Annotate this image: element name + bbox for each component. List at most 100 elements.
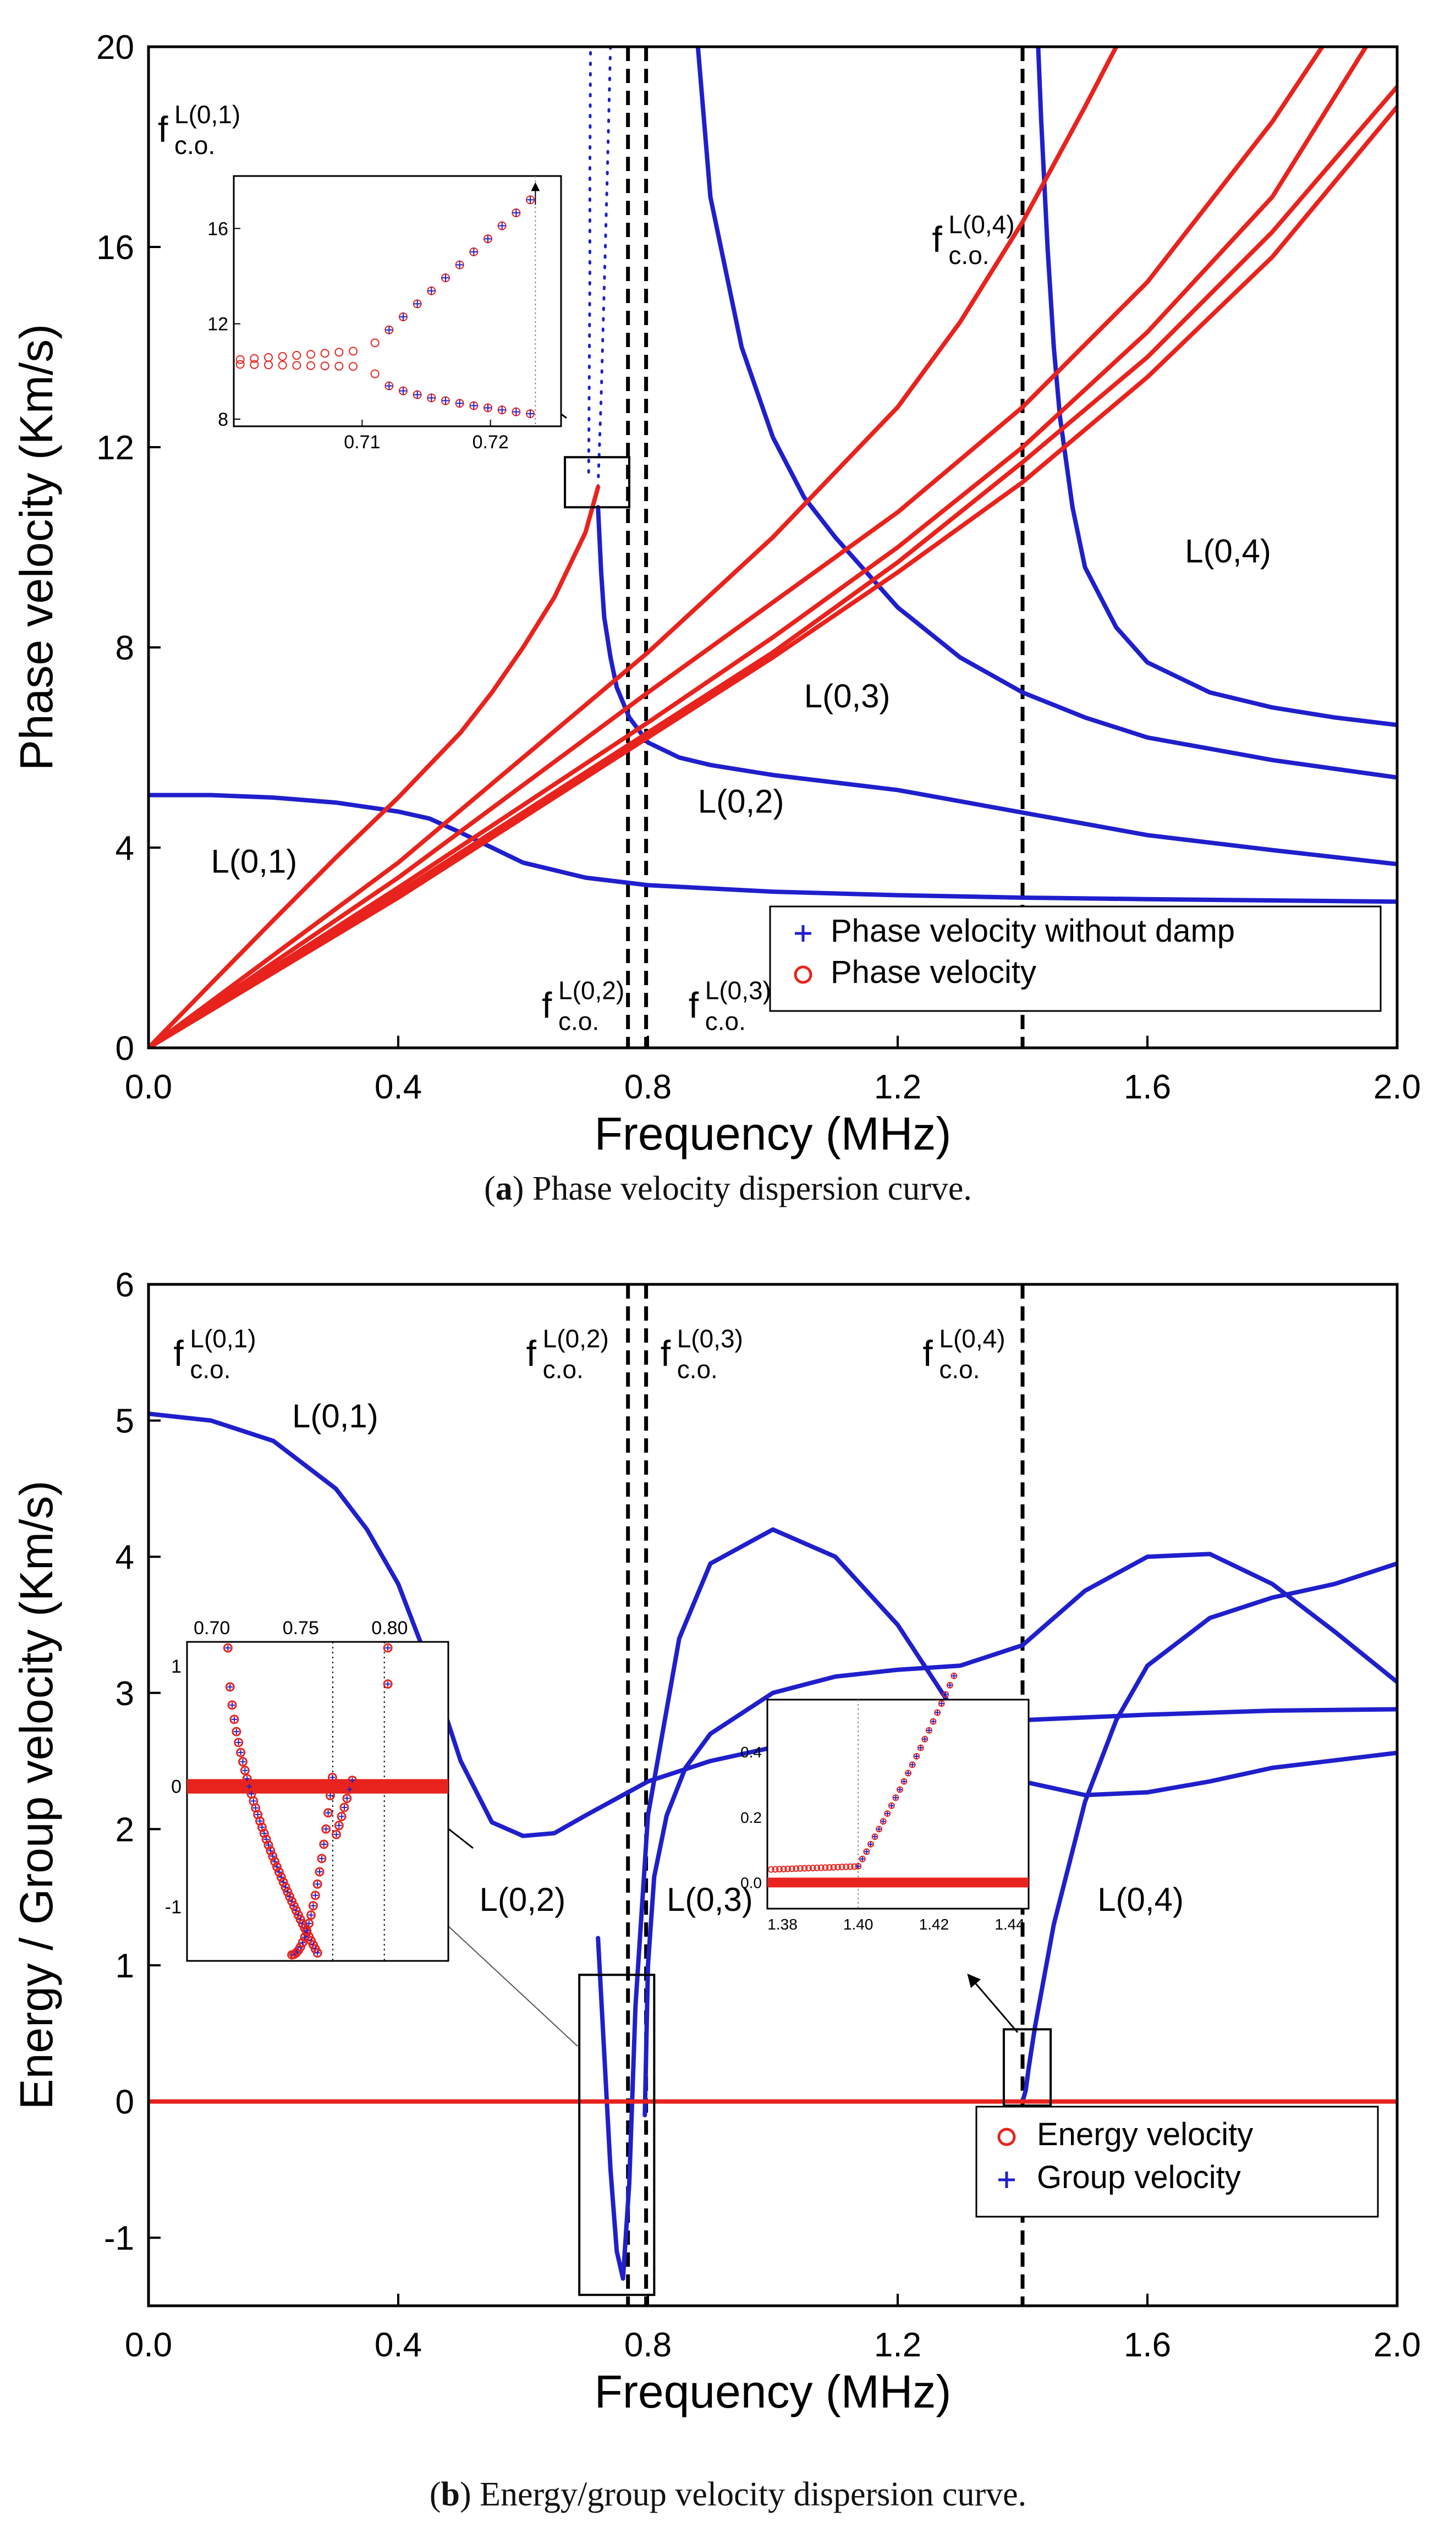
panel-b-inset-2-point-4 xyxy=(784,1865,792,1872)
panel-a-inset-point-4 xyxy=(292,351,301,360)
panel-b-inset-1-point-33 xyxy=(293,1910,303,1920)
panel-b-inset-1-plus-68 xyxy=(347,1787,353,1793)
panel-a-cutoff-label-L02-sup: L(0,2) xyxy=(558,976,624,1004)
panel-b-inset-1-point-45 xyxy=(291,1948,301,1958)
panel-a-series-0 xyxy=(149,793,1397,904)
panel-b-inset-1-plus-55 xyxy=(315,1881,321,1887)
panel-a-inset-point-3 xyxy=(278,351,287,361)
panel-a-cutoff-label-L03-sup: L(0,3) xyxy=(705,976,771,1004)
panel-b-xtick-label-3: 1.2 xyxy=(874,2326,921,2364)
panel-a-series-4 xyxy=(695,47,1397,780)
panel-b-inset-1-point-26 xyxy=(278,1877,288,1887)
panel-b-inset-1-plus-1 xyxy=(227,1684,233,1690)
panel-b-inset-2-point-43 xyxy=(946,1681,953,1689)
panel-b-inset-2-point-10 xyxy=(809,1865,816,1872)
panel-a-xtick-label-2: 0.8 xyxy=(624,1068,672,1106)
panel-b-inset-1-ytick-1: 0 xyxy=(171,1777,182,1798)
panel-a-inset-plus-26 xyxy=(427,287,436,295)
panel-b-inset-1-xtick-0: 0.70 xyxy=(194,1618,230,1639)
panel-b-inset-1-plus-15 xyxy=(257,1818,263,1824)
panel-a-inset-plus-23 xyxy=(399,387,407,395)
panel-b-inset-2-plus-42 xyxy=(939,1701,944,1706)
panel-b-inset-1-plus-69 xyxy=(349,1777,355,1783)
panel-a-ytick-label-3: 12 xyxy=(96,429,134,467)
panel-b-ytick-label-5: 4 xyxy=(116,1538,134,1576)
panel-b-inset-1-point-24 xyxy=(274,1867,284,1877)
panel-a-label-L04: L(0,4) xyxy=(1185,532,1271,569)
panel-b-inset-2-plus-23 xyxy=(860,1856,865,1861)
panel-a-legend-label-1: Phase velocity xyxy=(831,954,1036,990)
panel-b-inset-1-point-31 xyxy=(289,1901,299,1911)
panel-a-inset-plus-33 xyxy=(470,402,478,410)
panel-b-inset-2-point-35 xyxy=(913,1753,920,1760)
panel-b-inset-2-xtick-3: 1.44 xyxy=(995,1916,1025,1933)
panel-b-inset-2-plus-35 xyxy=(910,1762,915,1767)
panel-a-inset-ytick-1: 12 xyxy=(207,314,228,335)
panel-b-inset-1-point-61 xyxy=(325,1791,335,1801)
panel-b-inset-1-point-48 xyxy=(298,1938,307,1948)
panel-a-inset-point-16 xyxy=(334,361,344,371)
panel-b-inset-1-point-32 xyxy=(291,1905,301,1915)
panel-a-cutoff-label-L02-base: f xyxy=(542,985,552,1025)
panel-a-inset-point-13 xyxy=(292,361,301,370)
panel-a-inset-point-11 xyxy=(264,360,273,370)
panel-b-inset-1-plus-6 xyxy=(238,1750,244,1756)
panel-b-inset-1-point-23 xyxy=(272,1862,282,1872)
panel-b-inset-2-point-18 xyxy=(843,1864,850,1871)
panel-a-inset-xtick-1: 0.72 xyxy=(472,432,509,453)
panel-a-label-L03: L(0,3) xyxy=(804,678,891,715)
panel-b-inset-2-point-25 xyxy=(871,1833,878,1840)
panel-b-inset-1-plus-62 xyxy=(329,1774,336,1780)
panel-b-inset-2-point-42 xyxy=(942,1691,949,1698)
panel-b-inset-1-point-51 xyxy=(304,1919,314,1928)
panel-a-legend-marker-1 xyxy=(794,965,812,984)
panel-b-legend-marker-0 xyxy=(997,2128,1016,2146)
panel-b-inset-1-ytick-0: 1 xyxy=(171,1656,182,1677)
caption-a-text: Phase velocity dispersion curve. xyxy=(532,1170,972,1207)
panel-b-cutoff-label-L03-sub: c.o. xyxy=(677,1355,718,1384)
panel-b-inset-2-point-39 xyxy=(930,1718,937,1725)
panel-b-inset-1-point-68 xyxy=(345,1784,355,1794)
panel-a-legend-marker-0 xyxy=(795,925,811,942)
panel-b-inset-2-point-2 xyxy=(776,1866,783,1873)
panel-b-inset-1-point-54 xyxy=(310,1890,320,1900)
panel-b-chart: 0.0 0.4 0.8 1.2 1.6 2.0 -1 0 1 2 3 4 5 6 Frequency (MH… xyxy=(10,1266,1421,2417)
panel-b-inset-1-plus-42 xyxy=(315,1950,321,1956)
panel-a-series-group xyxy=(149,47,1397,1048)
panel-b-inset-1-point-25 xyxy=(276,1872,286,1882)
panel-a-inset-plus-40 xyxy=(526,196,534,204)
panel-a-inset-plus-29 xyxy=(442,397,449,405)
panel-a-inset-point-1 xyxy=(250,354,259,363)
panel-a-inset-plus-24 xyxy=(413,300,421,308)
panel-b-inset-1-point-56 xyxy=(315,1867,325,1877)
panel-b-cutoff-label-L02: f L(0,2)c.o. xyxy=(526,1325,609,1384)
panel-b-inset-1-plus-14 xyxy=(255,1811,261,1817)
panel-a-inset-plus-22 xyxy=(399,313,407,321)
panel-b-inset-1-plus-11 xyxy=(248,1791,254,1797)
panel-a-ytick-label-2: 8 xyxy=(116,629,134,667)
panel-b-inset-2-point-8 xyxy=(801,1865,808,1872)
panel-b-inset-1-plus-59 xyxy=(323,1826,329,1832)
panel-a-xlabel: Frequency (MHz) xyxy=(595,1108,952,1159)
panel-b-label-L03: L(0,3) xyxy=(667,1881,753,1918)
panel-b-inset-1-plus-57 xyxy=(318,1855,325,1861)
panel-a-inset-point-8 xyxy=(349,347,358,356)
panel-b-xtick-label-5: 2.0 xyxy=(1373,2326,1421,2364)
panel-b-inset-2-ytick-0: 0.4 xyxy=(740,1744,762,1761)
panel-b-inset-1-point-67 xyxy=(342,1794,352,1804)
panel-b-label-L04: L(0,4) xyxy=(1097,1881,1184,1918)
panel-b-cutoff-label-L02-sub: c.o. xyxy=(543,1355,584,1384)
panel-b-inset-1-point-7 xyxy=(238,1757,248,1767)
panel-b-inset-1-plus-8 xyxy=(242,1767,248,1773)
panel-b-inset-1-plus-7 xyxy=(240,1758,246,1765)
panel-b-inset-2-point-34 xyxy=(909,1761,916,1768)
panel-a-label-L01: L(0,1) xyxy=(211,843,298,880)
panel-b-inset-1-plus-70 xyxy=(385,1645,391,1651)
panel-b-inset-2-plus-27 xyxy=(877,1827,882,1832)
panel-b-inset-1-plus-71 xyxy=(385,1681,391,1687)
panel-b-inset-1-plus-3 xyxy=(231,1716,237,1722)
panel-b-inset-2-xtick-0: 1.38 xyxy=(767,1916,798,1933)
panel-a-inset-plus-38 xyxy=(512,208,520,217)
panel-a-inset-point-12 xyxy=(278,360,287,370)
panel-b-inset-2-point-21 xyxy=(855,1862,862,1870)
